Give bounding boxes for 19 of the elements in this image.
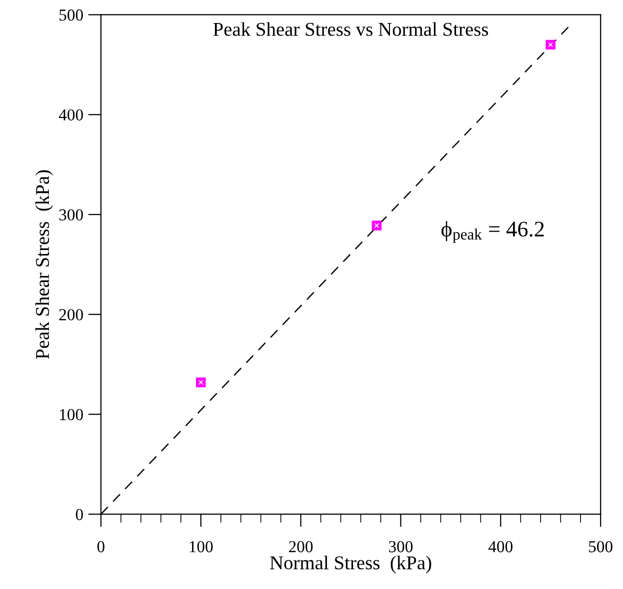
point	[196, 377, 206, 388]
point	[546, 40, 556, 50]
x-tick-label: 500	[589, 541, 612, 552]
y-tick-label: 100	[60, 409, 83, 420]
y-tick-label: 400	[58, 109, 83, 121]
x-tick-label: 100	[190, 541, 213, 552]
x-axis-title: Normal Stress (kPa)	[270, 556, 432, 574]
x-tick-label: 200	[289, 541, 313, 552]
y-tick-label: 500	[60, 9, 83, 21]
x-tick-label: 300	[389, 541, 413, 552]
y-tick-label: 300	[59, 209, 83, 220]
y-axis-title: Peak Shear Stress (kPa)	[35, 170, 54, 359]
y-tick-label: 0	[76, 508, 83, 520]
point	[372, 220, 382, 230]
x-tick-label: 400	[488, 541, 513, 552]
annotation: ϕ$_{peak}$ = 46.2	[441, 220, 544, 243]
x-tick-label: 0	[97, 541, 104, 552]
y-tick-label: 200	[59, 309, 83, 320]
chart-title: Peak Shear Stress vs Normal Stress	[213, 22, 488, 36]
